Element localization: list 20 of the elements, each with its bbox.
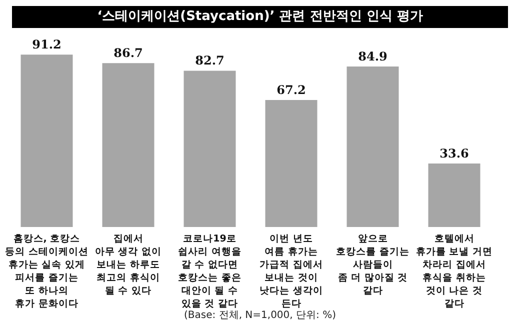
x-tick-label: 이번 년도 여름 휴가는 가급적 집에서 보내는 것이 낫다는 생각이 든다 bbox=[260, 234, 323, 310]
data-label: 33.6 bbox=[440, 146, 469, 160]
bar bbox=[346, 66, 399, 227]
data-label: 82.7 bbox=[195, 54, 224, 68]
bar bbox=[20, 54, 73, 227]
bar bbox=[428, 163, 480, 227]
x-tick-label: 호텔에서 휴가를 보낼 거면 차라리 집에서 휴식을 취하는 것이 나은 것 같다 bbox=[416, 234, 493, 310]
data-label: 91.2 bbox=[32, 38, 62, 52]
data-label: 86.7 bbox=[114, 46, 143, 60]
bar bbox=[184, 70, 236, 227]
bar bbox=[265, 100, 318, 227]
bar bbox=[102, 63, 154, 227]
x-tick-label: 코로나19로 쉽사리 여행을 갈 수 없다면 호캉스는 좋은 대안이 될 수 있을 것 같다 bbox=[178, 234, 242, 310]
chart-title: ‘스테이케이션(Staycation)’ 관련 전반적인 인식 평가 bbox=[12, 6, 508, 28]
data-label: 67.2 bbox=[276, 82, 306, 97]
x-tick-label: 집에서 아무 생각 없이 보내는 하루도 최고의 휴식이 될 수 있다 bbox=[94, 234, 162, 296]
data-label: 84.9 bbox=[358, 50, 388, 64]
x-tick-label: 앞으로 호캉스를 즐기는 사람들이 좀 더 많아질 것 같다 bbox=[336, 234, 410, 296]
x-tick-label: 홈캉스, 호캉스 등의 스테이케이션 휴가는 실속 있게 피서를 즐기는 또 하나의 휴가 문화이다 bbox=[5, 234, 88, 310]
text: (Base: 전체, N=1,000, 단위: %) bbox=[183, 309, 337, 322]
